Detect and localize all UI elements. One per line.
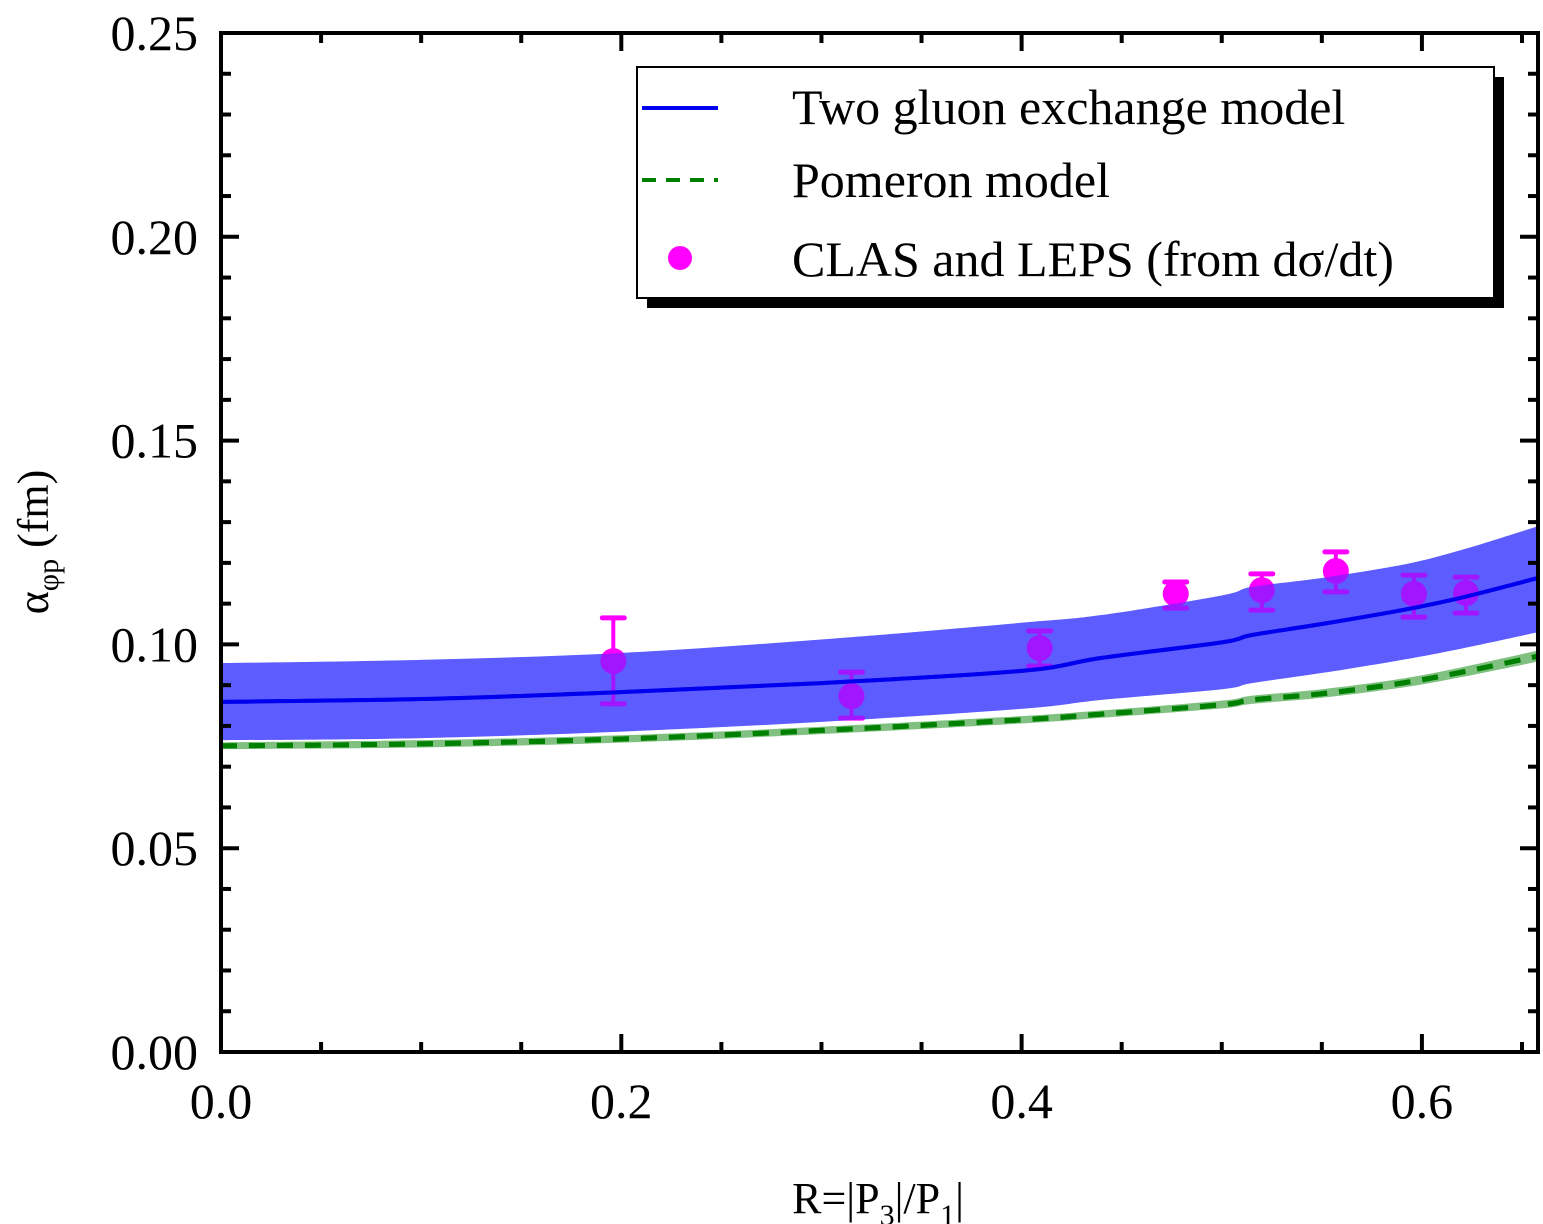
y-axis-title-sub: φp (32, 559, 65, 591)
axes (219, 31, 1540, 1054)
data-point (1322, 549, 1350, 595)
x-axis-title-end: | (955, 1174, 964, 1223)
x-axis-title-main: R=|P (792, 1174, 879, 1223)
x-tick-label: 0.2 (590, 1073, 653, 1129)
plot-frame (219, 31, 1540, 1054)
ticks (219, 31, 1538, 1054)
legend: Two gluon exchange model Pomeron model C… (636, 66, 1504, 308)
band-two-gluon-exchange-model (221, 526, 1538, 741)
data-point (837, 669, 865, 721)
data-point (1248, 571, 1276, 613)
data-point (599, 615, 627, 707)
data-marker (1248, 577, 1275, 604)
x-axis-title-sub1: 3 (880, 1199, 895, 1224)
y-tick-label: 0.05 (111, 820, 199, 876)
tick-labels: 0.0 0.2 0.4 0.6 0.00 0.05 0.10 0.15 0.20 0.25 (111, 5, 1454, 1129)
y-tick-label: 0.25 (111, 5, 199, 61)
data-marker (1400, 580, 1427, 607)
legend-label-two-gluon: Two gluon exchange model (792, 79, 1345, 135)
x-tick-label: 0.0 (190, 1073, 253, 1129)
line-overlay (221, 653, 1538, 749)
x-tick-label: 0.4 (990, 1073, 1053, 1129)
data-points (221, 526, 1538, 749)
y-axis-title-symbol: α (9, 591, 58, 614)
y-tick-label: 0.20 (111, 209, 199, 265)
line-overlay (221, 576, 1538, 704)
y-axis-title: αφp (fm) (9, 470, 65, 615)
y-tick-label: 0.15 (111, 413, 199, 469)
y-tick-label: 0.10 (111, 616, 199, 672)
x-axis-title: R=|P3|/P1| (792, 1174, 964, 1224)
legend-circle-icon (668, 246, 692, 270)
x-axis-title-sub2: 1 (940, 1199, 955, 1224)
data-marker (600, 648, 627, 675)
data-marker (1162, 580, 1189, 607)
data-marker (1322, 558, 1349, 585)
data-marker (838, 683, 865, 710)
legend-label-pomeron: Pomeron model (792, 152, 1110, 208)
data-marker (1026, 635, 1053, 662)
legend-box (636, 66, 1495, 299)
x-tick-label: 0.6 (1391, 1073, 1454, 1129)
data-point (1162, 579, 1190, 611)
legend-label-clas-leps: CLAS and LEPS (from dσ/dt) (792, 231, 1394, 287)
band-overlay (221, 526, 1538, 741)
y-tick-label: 0.00 (111, 1024, 199, 1080)
x-axis-title-mid: |/P (895, 1174, 941, 1223)
data-point (1400, 572, 1428, 620)
y-axis-title-unit: (fm) (9, 470, 58, 559)
